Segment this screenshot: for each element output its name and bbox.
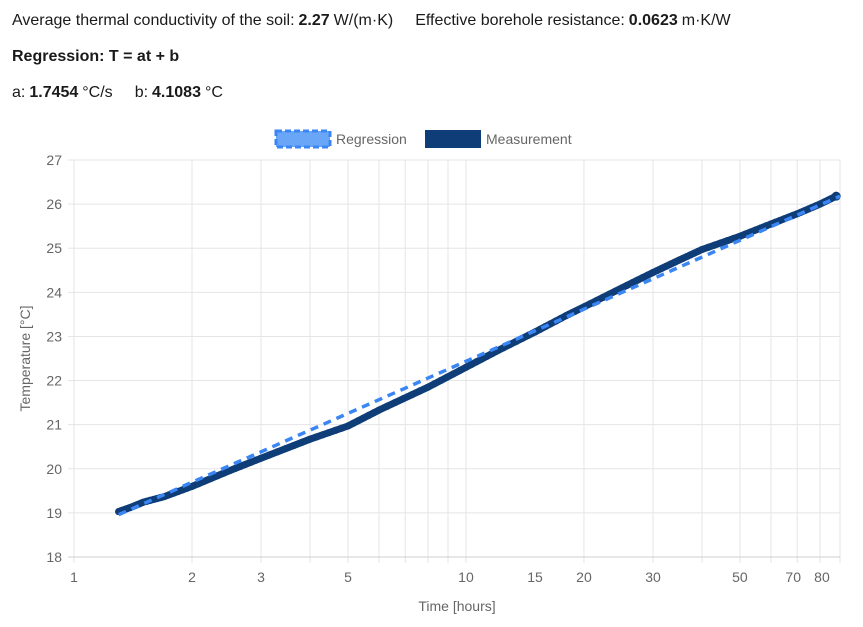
measurement-point [220,469,228,477]
measurement-point [599,293,607,302]
x-tick-label: 3 [257,569,265,585]
conductivity-unit: W/(m·K) [333,12,394,29]
measurement-point [265,451,273,459]
measurement-point [717,239,725,247]
y-tick-label: 18 [46,549,62,565]
b-unit: °C [204,84,223,101]
y-tick-label: 24 [46,284,62,300]
measurement-point [281,445,290,453]
chart-grid [68,159,841,563]
x-axis-title: Time [hours] [418,598,495,614]
measurement-point [298,438,306,446]
measurement-point [257,454,265,462]
legend-item[interactable]: Regression [274,129,407,149]
measurement-point [383,402,391,410]
regression-heading: Regression: T = at + b [12,48,180,65]
chart-series [115,191,841,517]
b-label: b: [134,84,149,101]
measurement-point [306,435,314,443]
measurement-point [325,429,333,437]
measurement-point [430,380,438,388]
legend-swatch [274,129,332,149]
measurement-point [499,344,507,352]
measurement-point [290,441,298,450]
coefficients-line: a: 1.7454 °C/s b: 4.1083 °C [12,84,223,102]
measurement-point [586,300,594,308]
a-label: a: [12,84,26,101]
legend-swatch [425,130,481,148]
measurement-point [213,472,221,480]
x-tick-label: 30 [645,569,661,585]
measurement-point [273,448,281,456]
measurement-point [449,370,457,378]
x-tick-label: 50 [732,569,748,585]
measurement-point [723,237,731,245]
measurement-point [424,383,432,391]
measurement-point [612,287,620,295]
x-tick-label: 15 [527,569,543,585]
y-tick-label: 19 [46,505,62,521]
a-value: 1.7454 [29,84,79,101]
measurement-point [408,391,416,399]
measurement-point [416,387,424,395]
x-tick-label: 20 [576,569,592,585]
measurement-point [391,398,399,407]
x-tick-label: 70 [785,569,801,585]
legend-item[interactable]: Measurement [425,130,572,148]
y-tick-label: 25 [46,240,62,256]
resistance-label: Effective borehole resistance: [415,12,625,29]
measurement-point [456,367,464,375]
x-tick-label: 2 [188,569,196,585]
b-value: 4.1083 [152,84,201,101]
measurement-point [711,241,719,249]
measurement-point [319,431,327,439]
summary-line: Average thermal conductivity of the soil… [12,12,731,30]
y-tick-label: 21 [46,417,62,433]
measurement-point [331,426,339,435]
resistance-value: 0.0623 [628,12,678,29]
y-axis-title: Temperature [°C] [17,306,33,412]
measurement-point [730,234,738,243]
conductivity-value: 2.27 [298,12,330,29]
x-tick-label: 80 [814,569,830,585]
y-tick-label: 23 [46,328,62,344]
legend-label: Regression [336,131,407,147]
measurement-point [437,376,445,385]
measurement-point [704,243,712,251]
y-tick-label: 20 [46,461,62,477]
measurement-point [375,406,383,414]
chart-legend[interactable]: Regression Measurement [274,129,572,149]
a-unit: °C/s [82,84,113,101]
y-tick-label: 26 [46,196,62,212]
measurement-point [698,245,706,254]
measurement-point [207,474,215,483]
measurement-point [338,424,346,432]
legend-label: Measurement [486,131,572,147]
y-tick-label: 27 [46,152,62,168]
x-tick-label: 5 [344,569,352,585]
x-tick-label: 10 [458,569,474,585]
measurement-point [399,395,408,403]
resistance-unit: m·K/W [681,12,731,29]
measurement-point [443,373,451,381]
x-tick-label: 1 [70,569,78,585]
regression-series-line [117,194,841,517]
measurement-point [312,433,320,441]
conductivity-label: Average thermal conductivity of the soil… [12,12,295,29]
y-tick-label: 22 [46,373,62,389]
